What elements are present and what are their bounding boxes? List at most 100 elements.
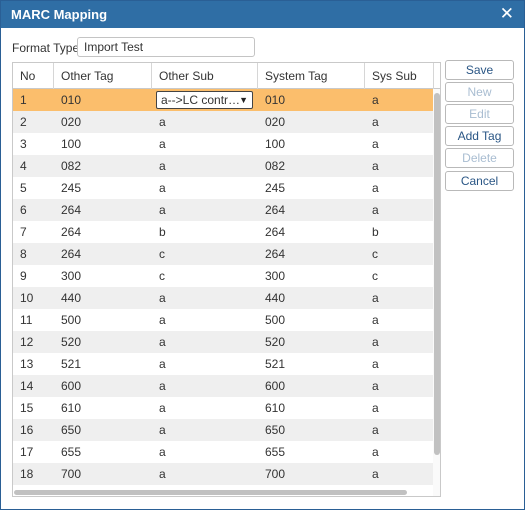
cell-other-tag: 655 [61,445,82,459]
column-header-other-sub[interactable]: Other Sub [152,63,258,89]
table-row[interactable]: 10 440 a 440 a [13,287,433,309]
table-row[interactable]: 4 082 a 082 a [13,155,433,177]
cell-other-tag: 245 [61,181,82,195]
other-sub-dropdown[interactable]: a-->LC contr… ▼ [156,91,253,109]
cell-sys-sub: a [372,379,379,393]
table-row[interactable]: 18 700 a 700 a [13,463,433,485]
cell-no: 15 [20,401,34,415]
dialog-title-bar: MARC Mapping ✕ [1,1,524,28]
cell-other-tag: 610 [61,401,82,415]
cell-other-sub: a [159,181,166,195]
cell-system-tag: 440 [265,291,286,305]
cell-sys-sub: a [372,467,379,481]
cell-no: 12 [20,335,34,349]
cell-other-tag: 500 [61,313,82,327]
cell-no: 5 [20,181,27,195]
cell-other-tag: 300 [61,269,82,283]
cell-other-sub: c [159,269,165,283]
vertical-scrollbar-thumb[interactable] [434,93,440,455]
cell-system-tag: 010 [265,93,286,107]
cell-sys-sub: a [372,401,379,415]
cell-sys-sub: a [372,335,379,349]
table-row[interactable]: 17 655 a 655 a [13,441,433,463]
cell-system-tag: 500 [265,313,286,327]
cell-no: 1 [20,93,27,107]
cell-sys-sub: a [372,137,379,151]
table-row[interactable]: 7 264 b 264 b [13,221,433,243]
table-row[interactable]: 16 650 a 650 a [13,419,433,441]
cell-other-sub: a [159,137,166,151]
chevron-down-icon[interactable]: ▼ [239,95,248,105]
cell-no: 16 [20,423,34,437]
table-row[interactable]: 12 520 a 520 a [13,331,433,353]
table-row[interactable]: 6 264 a 264 a [13,199,433,221]
table-row[interactable]: 5 245 a 245 a [13,177,433,199]
cell-system-tag: 600 [265,379,286,393]
cell-system-tag: 300 [265,269,286,283]
cell-system-tag: 520 [265,335,286,349]
table-row[interactable]: 9 300 c 300 c [13,265,433,287]
table-row[interactable]: 8 264 c 264 c [13,243,433,265]
cell-sys-sub: a [372,423,379,437]
cell-no: 4 [20,159,27,173]
add-tag-button[interactable]: Add Tag [445,126,514,146]
cell-other-sub: a [159,291,166,305]
cell-other-sub: a [159,445,166,459]
cell-no: 13 [20,357,34,371]
cell-other-tag: 264 [61,225,82,239]
cell-no: 6 [20,203,27,217]
cell-sys-sub: a [372,115,379,129]
cell-system-tag: 610 [265,401,286,415]
delete-button[interactable]: Delete [445,148,514,168]
cell-other-tag: 600 [61,379,82,393]
cell-other-tag: 082 [61,159,82,173]
cell-no: 9 [20,269,27,283]
cell-no: 3 [20,137,27,151]
format-type-input[interactable] [77,37,255,57]
cell-other-tag: 264 [61,203,82,217]
cell-no: 18 [20,467,34,481]
edit-button[interactable]: Edit [445,104,514,124]
cell-other-tag: 264 [61,247,82,261]
table-row[interactable]: 1 010 a-->LC contr… ▼ 010 a [13,89,433,111]
table-row[interactable]: 15 610 a 610 a [13,397,433,419]
cell-system-tag: 264 [265,247,286,261]
new-button[interactable]: New [445,82,514,102]
table-row[interactable]: 13 521 a 521 a [13,353,433,375]
horizontal-scrollbar-thumb[interactable] [14,490,407,495]
table-row[interactable]: 14 600 a 600 a [13,375,433,397]
cell-system-tag: 655 [265,445,286,459]
cell-other-sub: a [159,467,166,481]
cell-other-tag: 100 [61,137,82,151]
close-icon[interactable]: ✕ [499,4,514,23]
column-header-sys-sub[interactable]: Sys Sub [365,63,434,89]
cell-other-sub: a [159,423,166,437]
cell-system-tag: 020 [265,115,286,129]
cell-system-tag: 264 [265,225,286,239]
cell-system-tag: 082 [265,159,286,173]
cancel-button[interactable]: Cancel [445,171,514,191]
table-row[interactable]: 3 100 a 100 a [13,133,433,155]
grid-header: No Other Tag Other Sub System Tag Sys Su… [13,63,440,89]
cell-sys-sub: a [372,445,379,459]
column-header-other-tag[interactable]: Other Tag [54,63,152,89]
column-header-no[interactable]: No [13,63,54,89]
save-button[interactable]: Save [445,60,514,80]
table-row[interactable]: 11 500 a 500 a [13,309,433,331]
cell-other-sub: a [159,313,166,327]
cell-other-tag: 520 [61,335,82,349]
column-header-system-tag[interactable]: System Tag [258,63,365,89]
cell-sys-sub: a [372,203,379,217]
cell-no: 8 [20,247,27,261]
cell-sys-sub: a [372,159,379,173]
cell-no: 11 [20,313,33,327]
cell-system-tag: 264 [265,203,286,217]
cell-system-tag: 650 [265,423,286,437]
cell-system-tag: 100 [265,137,286,151]
table-row[interactable]: 2 020 a 020 a [13,111,433,133]
cell-other-sub: a [159,401,166,415]
cell-sys-sub: a [372,93,379,107]
cell-other-tag: 650 [61,423,82,437]
cell-sys-sub: c [372,269,378,283]
